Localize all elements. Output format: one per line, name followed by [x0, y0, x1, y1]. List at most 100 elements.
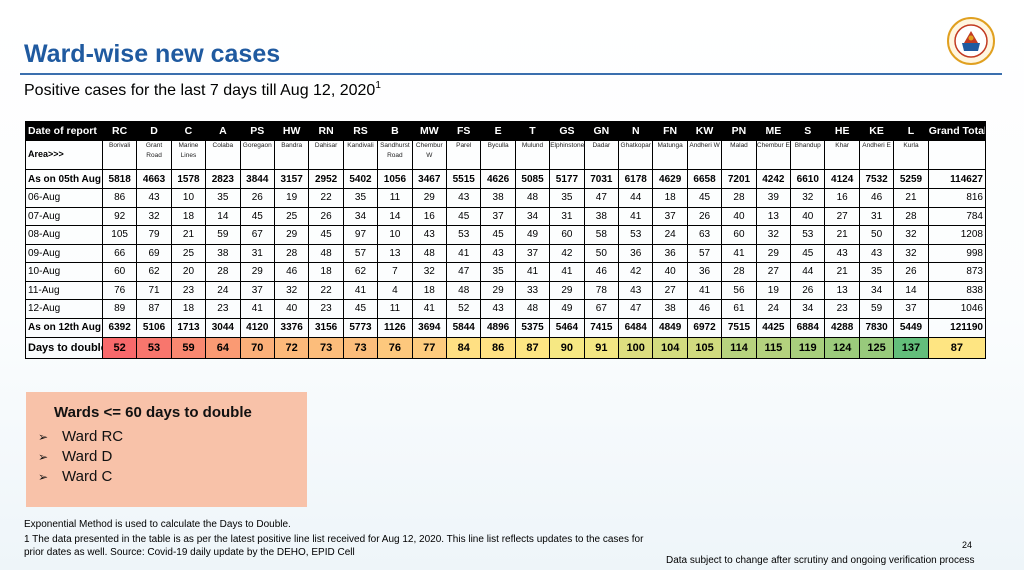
cell-c: 1578 [170, 169, 207, 189]
days-to-double-rn: 73 [308, 336, 344, 359]
cell-ke: 34 [858, 280, 895, 300]
wards-list: ➢ Ward RC ➢ Ward D ➢ Ward C [38, 427, 123, 487]
cell-fn: 38 [652, 299, 688, 319]
days-to-double-d: 53 [136, 336, 172, 359]
header-ward-n: N [618, 121, 654, 141]
cell-mw: 3467 [411, 169, 448, 189]
cell-s: 40 [790, 206, 826, 226]
header-grand-total: Grand Total [927, 121, 987, 141]
cell-c: 25 [170, 243, 207, 263]
header-ward-gs: GS [549, 121, 585, 141]
cell-c: 18 [170, 299, 207, 319]
cell-fs: 5844 [445, 317, 482, 338]
cell-s: 53 [790, 225, 826, 245]
cell-gs: 41 [549, 262, 585, 282]
cell-a: 3044 [205, 317, 241, 338]
days-to-double-me: 115 [755, 336, 792, 359]
cell-s: 34 [790, 299, 826, 319]
cell-ps: 41 [239, 299, 275, 319]
area-name-pn: Malad [721, 140, 757, 170]
cell-fn: 4849 [652, 317, 688, 338]
ward-cases-table: Date of report RC D C A PS HW RN RS B MW FS E T GS GN N… [25, 121, 987, 359]
area-name-b: Sandhurst Road [377, 140, 413, 170]
header-ward-rs: RS [342, 121, 379, 141]
cell-l: 14 [893, 280, 929, 300]
cell-b: 4 [377, 280, 413, 300]
cell-rn: 23 [308, 299, 344, 319]
cell-rc: 5818 [101, 169, 138, 189]
ward-list-item-label: Ward D [62, 448, 113, 465]
days-to-double-ps: 70 [239, 336, 275, 359]
cell-mw: 43 [411, 225, 448, 245]
days-to-double-row: Days to double 52 53 59 64 70 72 73 73 76 77 84 86 87… [25, 336, 987, 359]
cell-rs: 62 [342, 262, 379, 282]
days-to-double-total: 87 [927, 336, 987, 359]
cell-fn: 37 [652, 206, 688, 226]
cell-ps: 45 [239, 206, 275, 226]
cell-d: 79 [136, 225, 172, 245]
cell-fn: 27 [652, 280, 688, 300]
table-row: 09-Aug 66 69 25 38 31 28 48 57 13 48 41 43 37 42 50 36 36… [25, 243, 987, 263]
cell-s: 32 [790, 188, 826, 208]
days-to-double-kw: 105 [686, 336, 723, 359]
cell-c: 20 [170, 262, 207, 282]
cell-gn: 67 [583, 299, 620, 319]
cell-mw: 48 [411, 243, 448, 263]
cell-kw: 36 [686, 262, 723, 282]
cell-ps: 3844 [239, 169, 275, 189]
municipal-seal-logo [947, 17, 995, 65]
days-to-double-c: 59 [170, 336, 207, 359]
days-to-double-e: 86 [480, 336, 516, 359]
area-name-d: Grant Road [136, 140, 172, 170]
cell-n: 36 [618, 243, 654, 263]
cell-hw: 25 [273, 206, 310, 226]
cell-rn: 18 [308, 262, 344, 282]
cell-gs: 49 [549, 299, 585, 319]
cell-he: 13 [824, 280, 860, 300]
row-date-label: 09-Aug [25, 243, 103, 263]
cell-he: 16 [824, 188, 860, 208]
area-name-ps: Goregaon [239, 140, 275, 170]
header-ward-e: E [480, 121, 516, 141]
cell-s: 26 [790, 280, 826, 300]
cell-d: 32 [136, 206, 172, 226]
area-name-ke: Andheri E [858, 140, 895, 170]
cell-hw: 28 [273, 243, 310, 263]
slide-subtitle: Positive cases for the last 7 days till … [24, 80, 381, 100]
table-row: 10-Aug 60 62 20 28 29 46 18 62 7 32 47 35 41 41 46 42 40 3… [25, 262, 987, 282]
cell-gn: 47 [583, 188, 620, 208]
row-date-label: 10-Aug [25, 262, 103, 282]
cell-kw: 26 [686, 206, 723, 226]
area-name-me: Chembur E [755, 140, 792, 170]
cell-l: 5449 [893, 317, 929, 338]
cell-t: 33 [514, 280, 551, 300]
cell-d: 5106 [136, 317, 172, 338]
cell-l: 5259 [893, 169, 929, 189]
area-row-label: Area>>> [25, 140, 103, 170]
cell-hw: 40 [273, 299, 310, 319]
cell-rn: 22 [308, 188, 344, 208]
area-name-he: Khar [824, 140, 860, 170]
days-to-double-b: 76 [377, 336, 413, 359]
area-row: Area>>> Borivali Grant Road Marine Lines Co… [25, 140, 987, 170]
cell-me: 4242 [755, 169, 792, 189]
cell-pn: 60 [721, 225, 757, 245]
cell-he: 21 [824, 225, 860, 245]
cell-ke: 46 [858, 188, 895, 208]
cell-kw: 63 [686, 225, 723, 245]
cell-t: 37 [514, 243, 551, 263]
cell-fs: 41 [445, 243, 482, 263]
ward-list-item: ➢ Ward RC [38, 427, 123, 447]
cell-fs: 47 [445, 262, 482, 282]
cell-e: 38 [480, 188, 516, 208]
cell-a: 59 [205, 225, 241, 245]
header-ward-kw: KW [686, 121, 723, 141]
cell-s: 45 [790, 243, 826, 263]
days-to-double-label: Days to double [25, 336, 103, 359]
cell-me: 39 [755, 188, 792, 208]
cell-t: 34 [514, 206, 551, 226]
cell-kw: 6658 [686, 169, 723, 189]
header-ward-gn: GN [583, 121, 620, 141]
cell-gs: 42 [549, 243, 585, 263]
area-name-fn: Matunga [652, 140, 688, 170]
